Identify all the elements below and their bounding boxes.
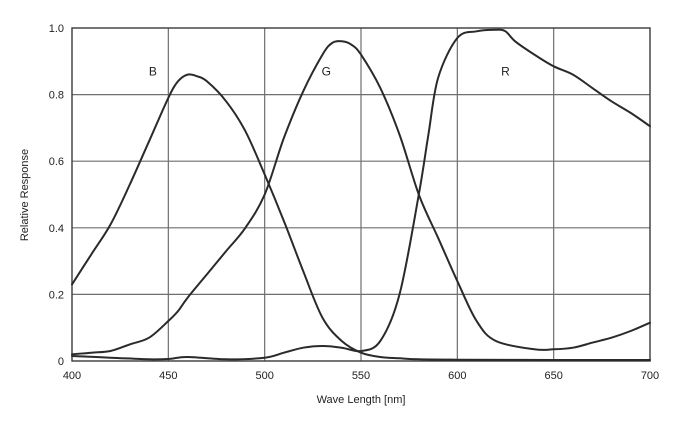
series-B-curve — [71, 73, 651, 362]
curve-layer — [71, 28, 651, 362]
x-axis-title: Wave Length [nm] — [317, 394, 406, 406]
series-G-curve — [71, 40, 651, 356]
series-R-label: R — [501, 64, 510, 78]
x-tick-label: 500 — [255, 370, 273, 382]
y-tick-label: 1.0 — [49, 23, 64, 35]
x-tick-label: 400 — [63, 370, 81, 382]
x-tick-labels: 400 450 500 550 600 650 700 — [63, 370, 659, 382]
x-tick-label: 600 — [448, 370, 466, 382]
y-tick-label: 0.6 — [49, 156, 64, 168]
series-B-label: B — [149, 64, 157, 78]
y-axis-title: Relative Response — [19, 149, 31, 241]
grid-layer — [72, 28, 650, 361]
y-tick-label: 0.2 — [49, 289, 64, 301]
x-tick-label: 450 — [159, 370, 177, 382]
y-tick-label: 0 — [58, 356, 64, 368]
x-tick-label: 700 — [641, 370, 659, 382]
series-G-label: G — [322, 64, 331, 78]
x-tick-label: 550 — [352, 370, 370, 382]
series-R-curve — [71, 28, 651, 361]
y-tick-label: 0.8 — [49, 90, 64, 102]
x-tick-label: 650 — [544, 370, 562, 382]
y-tick-label: 0.4 — [49, 223, 64, 235]
y-tick-labels: 0 0.2 0.4 0.6 0.8 1.0 — [49, 23, 64, 368]
plot-frame — [71, 27, 651, 362]
